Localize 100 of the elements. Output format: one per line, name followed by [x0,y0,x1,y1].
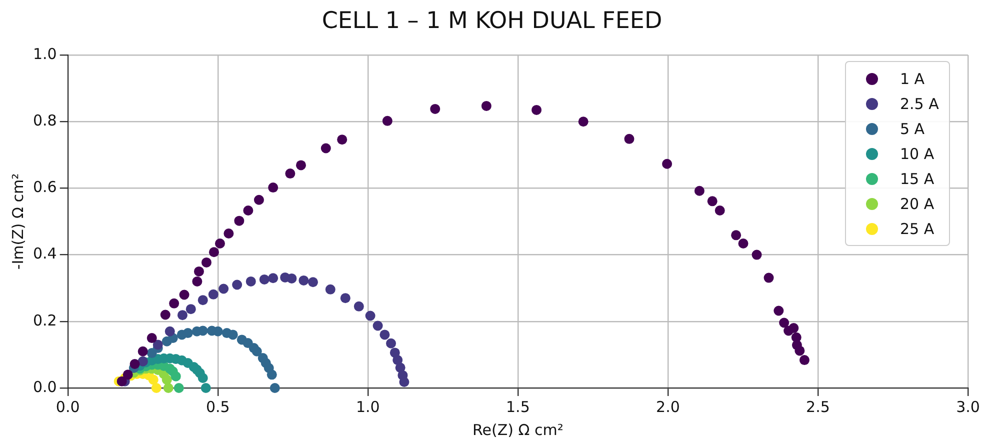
point [764,272,774,283]
point [234,216,244,226]
point [164,326,175,336]
y-axis-title: -Im(Z) Ω cm² [8,173,27,270]
point [365,310,376,321]
point [177,310,188,320]
y-tick-label: 0.2 [32,311,57,330]
point [218,284,229,294]
y-tick-label: 0.6 [32,178,57,196]
point [152,340,163,350]
legend-label: 5 A [900,120,925,138]
point [794,346,805,356]
point [774,306,784,316]
point [285,168,296,179]
x-axis-title: Re(Z) Ω cm² [472,420,564,439]
point [138,346,148,356]
point [624,134,634,144]
point [116,376,127,386]
point [296,160,306,170]
point [738,238,748,248]
point [340,293,350,304]
point [481,100,492,111]
point [122,370,133,380]
point [163,383,174,393]
point [243,206,254,216]
point [694,186,704,196]
point [308,277,318,288]
x-tick-label: 1.0 [356,398,380,416]
point [194,266,204,276]
legend-label: 2.5 A [900,94,939,112]
x-tick-label: 2.0 [656,398,680,416]
point [228,330,238,340]
point [752,250,762,260]
point [182,328,193,338]
point [779,318,790,328]
point [186,304,196,314]
point [325,284,336,294]
point [151,383,162,393]
point [162,374,172,385]
point [198,326,208,336]
point [266,370,277,380]
point [286,273,297,284]
point [192,276,202,286]
point [268,182,278,193]
point [532,104,542,115]
point [254,194,264,205]
point [208,289,218,300]
point [146,333,157,344]
point [382,116,392,126]
legend-label: 1 A [900,70,925,88]
point [354,301,364,312]
point [160,310,170,320]
point [148,374,158,385]
point [714,206,725,216]
point [788,323,799,334]
y-tick-label: 0.0 [32,378,57,396]
point [232,280,242,290]
x-tick-label: 3.0 [956,398,980,416]
point [179,290,190,300]
point [320,143,331,154]
point [731,230,742,240]
x-tick-label: 1.5 [506,398,530,416]
x-tick-label: 0.0 [56,398,80,416]
x-tick-label: 0.5 [206,398,230,416]
point [130,359,140,370]
point [270,383,280,393]
point [200,383,211,393]
legend-label: 25 A [900,220,934,238]
legend-label: 10 A [900,144,934,162]
point [169,298,180,308]
point [198,373,208,384]
point [170,371,181,382]
point [707,196,718,206]
point [214,238,225,248]
point [386,338,396,348]
chart-title: CELL 1 – 1 M KOH DUAL FEED [320,8,664,34]
point [392,355,403,366]
point [298,275,309,286]
point [337,134,348,145]
point [246,276,256,286]
point [578,116,588,127]
point [198,295,208,306]
legend-label: 20 A [900,194,934,212]
point [430,104,440,114]
x-tick-label: 2.5 [806,398,830,416]
point [252,346,262,356]
point [224,228,234,238]
point [380,330,390,340]
point [259,274,270,284]
point [799,355,810,366]
y-tick-label: 0.8 [32,111,57,130]
point [372,320,383,331]
y-tick-label: 1.0 [32,44,57,63]
point [201,257,212,268]
point [174,383,184,393]
point [399,377,410,388]
y-tick-label: 0.4 [32,244,57,263]
legend-label: 15 A [900,170,934,188]
point [208,247,219,258]
point [268,273,278,284]
